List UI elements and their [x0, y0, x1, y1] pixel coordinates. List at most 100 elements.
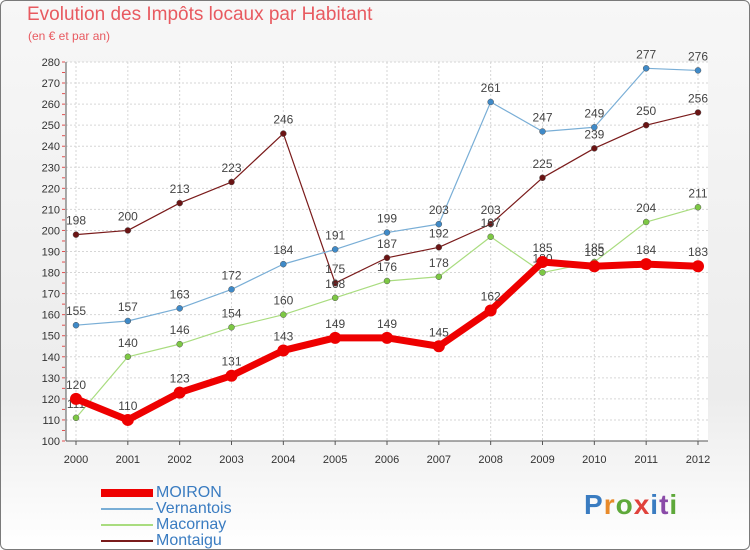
data-label-macornay: 154: [221, 306, 241, 320]
data-point-macornay: [435, 273, 443, 281]
data-point-vernantois: [487, 98, 494, 106]
data-label-moiron: 145: [429, 325, 449, 339]
data-label-montaigu: 200: [118, 209, 138, 223]
x-tick-label: 2011: [634, 454, 658, 466]
data-label-macornay: 168: [325, 277, 345, 291]
data-label-montaigu: 223: [221, 161, 241, 175]
logo-letter: t: [659, 489, 670, 520]
data-point-montaigu: [487, 220, 494, 228]
legend-swatch: [101, 489, 153, 497]
y-tick-label: 120: [42, 394, 60, 406]
x-tick-label: 2006: [375, 454, 399, 466]
data-point-vernantois: [539, 128, 546, 135]
data-point-vernantois: [383, 229, 391, 236]
data-label-montaigu: 198: [66, 214, 86, 228]
data-label-montaigu: 203: [481, 203, 501, 217]
data-label-vernantois: 277: [636, 47, 656, 61]
data-point-moiron: [432, 340, 445, 353]
x-tick-label: 2007: [427, 454, 451, 466]
data-label-moiron: 184: [636, 243, 656, 257]
data-point-macornay: [487, 233, 494, 241]
data-label-moiron: 123: [170, 372, 190, 386]
data-point-macornay: [331, 294, 339, 302]
data-label-montaigu: 256: [688, 92, 708, 106]
data-label-vernantois: 157: [118, 300, 138, 314]
data-point-montaigu: [435, 244, 443, 251]
data-point-moiron: [173, 386, 186, 399]
data-point-moiron: [381, 331, 393, 344]
data-point-moiron: [121, 413, 134, 426]
legend-swatch: [101, 524, 153, 526]
data-point-montaigu: [124, 227, 132, 234]
data-point-montaigu: [694, 109, 702, 116]
data-label-montaigu: 239: [584, 127, 604, 141]
data-label-macornay: 160: [273, 294, 293, 308]
data-label-moiron: 162: [481, 289, 501, 303]
logo-letter: i: [650, 489, 660, 520]
data-point-macornay: [642, 218, 650, 226]
legend-swatch: [101, 540, 153, 542]
logo-letter: i: [669, 489, 679, 520]
data-label-montaigu: 246: [273, 113, 293, 127]
data-point-macornay: [228, 324, 235, 331]
data-point-vernantois: [591, 124, 598, 131]
data-label-moiron: 131: [221, 355, 241, 369]
y-tick-label: 280: [42, 57, 60, 69]
logo-letter: x: [633, 489, 651, 520]
data-point-vernantois: [642, 65, 650, 72]
data-point-moiron: [692, 260, 704, 273]
data-point-vernantois: [72, 321, 80, 329]
chart-title: Evolution des Impôts locaux par Habitant: [27, 4, 373, 25]
data-point-moiron: [536, 256, 549, 269]
x-tick-label: 2009: [530, 454, 554, 466]
logo-letter: P: [584, 489, 604, 520]
data-label-vernantois: 247: [532, 110, 552, 124]
data-label-vernantois: 163: [170, 287, 190, 301]
data-point-moiron: [329, 331, 342, 344]
data-point-macornay: [694, 204, 702, 211]
y-tick-label: 180: [42, 268, 60, 280]
data-label-macornay: 178: [429, 256, 449, 270]
data-point-vernantois: [124, 317, 132, 325]
data-label-montaigu: 225: [532, 157, 552, 171]
data-point-vernantois: [331, 246, 339, 253]
x-tick-label: 2010: [582, 454, 606, 466]
y-tick-label: 260: [42, 99, 60, 111]
data-point-macornay: [280, 311, 287, 318]
x-tick-label: 2008: [478, 454, 502, 466]
data-label-vernantois: 203: [429, 203, 449, 217]
data-point-macornay: [124, 353, 132, 361]
logo-letter: o: [615, 489, 634, 520]
data-label-montaigu: 250: [636, 104, 656, 118]
data-label-macornay: 146: [170, 323, 190, 337]
proxiti-logo: Proxiti: [584, 489, 678, 521]
data-point-vernantois: [280, 260, 287, 268]
data-label-macornay: 176: [377, 260, 397, 274]
data-label-montaigu: 175: [325, 262, 345, 276]
data-point-moiron: [70, 392, 82, 405]
x-tick-label: 2012: [686, 454, 710, 466]
y-tick-label: 240: [42, 141, 60, 153]
chart-subtitle: (en € et par an): [28, 29, 111, 43]
data-label-vernantois: 172: [221, 268, 241, 282]
data-label-macornay: 197: [481, 216, 501, 230]
legend-label: MOIRON: [156, 484, 222, 501]
x-tick-label: 2003: [219, 454, 243, 466]
data-point-montaigu: [642, 121, 650, 129]
x-tick-label: 2005: [323, 454, 347, 466]
data-label-vernantois: 199: [377, 212, 397, 226]
data-label-vernantois: 261: [481, 81, 501, 95]
data-label-moiron: 110: [118, 399, 137, 413]
y-tick-label: 100: [42, 436, 60, 448]
y-tick-label: 220: [42, 183, 60, 195]
data-label-montaigu: 192: [429, 226, 449, 240]
data-point-montaigu: [176, 199, 183, 207]
y-tick-label: 170: [42, 289, 60, 301]
legend-label: Vernantois: [156, 500, 232, 517]
data-label-montaigu: 213: [170, 182, 190, 196]
data-point-montaigu: [228, 178, 235, 186]
data-label-vernantois: 191: [325, 228, 345, 242]
y-tick-label: 130: [42, 373, 60, 385]
